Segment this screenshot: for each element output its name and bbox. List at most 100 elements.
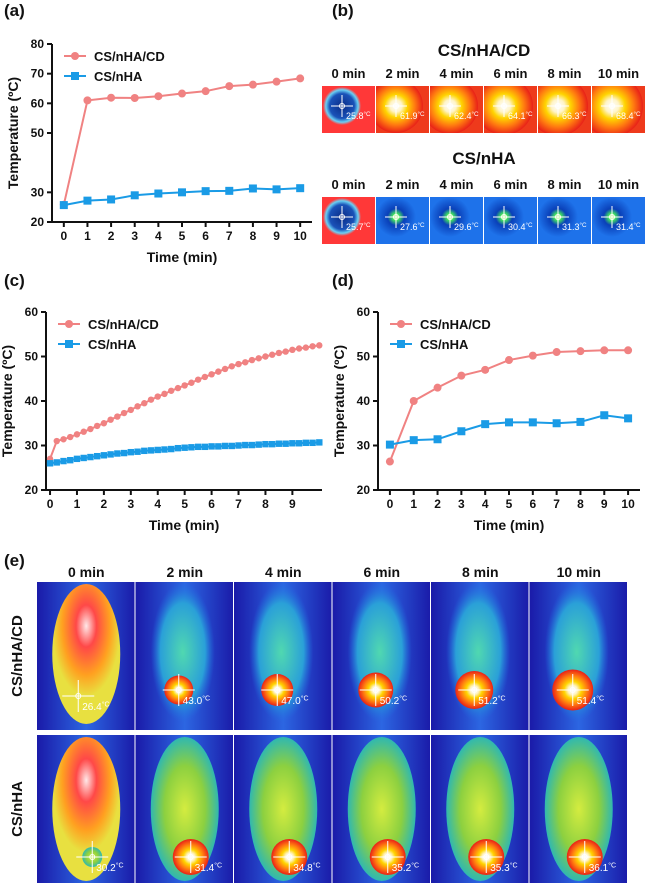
marker xyxy=(60,436,67,443)
crosshair-ring xyxy=(75,693,82,699)
y-tick-label: 40 xyxy=(357,394,371,408)
marker xyxy=(188,444,195,451)
temperature-reading: 25.8°C xyxy=(346,110,371,121)
marker xyxy=(201,187,210,196)
marker xyxy=(178,188,186,197)
thermal-image: 30.4°C xyxy=(484,197,537,244)
y-tick-label: 30 xyxy=(357,439,371,453)
marker xyxy=(248,80,257,89)
temperature-reading: 47.0°C xyxy=(281,695,308,708)
reading-unit: °C xyxy=(580,221,588,229)
reading-value: 31.3 xyxy=(562,222,580,232)
marker xyxy=(221,365,229,373)
x-tick-label: 6 xyxy=(529,497,536,511)
reading-unit: °C xyxy=(526,221,534,229)
marker xyxy=(272,185,281,194)
marker xyxy=(87,453,94,461)
x-tick-label: 3 xyxy=(458,497,465,511)
thermal-image: 27.6°C xyxy=(376,197,429,244)
marker xyxy=(316,439,323,446)
marker xyxy=(59,201,68,210)
marker xyxy=(255,441,262,448)
marker xyxy=(275,440,283,447)
x-tick-label: 7 xyxy=(553,497,560,511)
marker xyxy=(168,387,175,394)
y-tick-label: 40 xyxy=(25,394,39,408)
reading-value: 25.7 xyxy=(346,222,364,232)
marker xyxy=(552,348,561,357)
reading-value: 50.2 xyxy=(380,696,400,707)
x-tick-label: 2 xyxy=(108,229,115,243)
marker xyxy=(93,452,101,460)
time-label: 6 min xyxy=(494,177,528,192)
reading-value: 36.1 xyxy=(589,863,609,874)
temperature-reading: 51.4°C xyxy=(577,695,604,708)
y-tick-label: 20 xyxy=(357,483,371,497)
reading-value: 62.4 xyxy=(454,111,472,121)
marker xyxy=(309,343,316,350)
time-label: 4 min xyxy=(440,177,474,192)
x-tick-label: 1 xyxy=(410,497,417,511)
marker xyxy=(161,446,168,453)
legend-label: CS/nHA xyxy=(420,337,469,352)
marker xyxy=(154,393,161,400)
x-tick-label: 1 xyxy=(74,497,81,511)
x-tick-label: 7 xyxy=(235,497,242,511)
marker xyxy=(409,436,418,445)
temperature-reading: 26.4°C xyxy=(82,701,109,714)
reading-unit: °C xyxy=(498,695,506,703)
reading-value: 30.4 xyxy=(508,222,526,232)
marker xyxy=(80,454,87,462)
marker xyxy=(67,456,74,464)
reading-unit: °C xyxy=(634,110,642,118)
reading-value: 34.8 xyxy=(293,863,313,874)
reading-value: 29.6 xyxy=(454,222,472,232)
crosshair-ring xyxy=(483,854,490,860)
legend-label: CS/nHA xyxy=(94,69,143,84)
reading-unit: °C xyxy=(116,862,124,870)
thermal-image: 30.2°C xyxy=(37,735,135,883)
x-tick-label: 4 xyxy=(482,497,489,511)
thermal-image: 35.3°C xyxy=(431,735,529,883)
thermal-image: 43.0°C xyxy=(135,582,233,730)
reading-unit: °C xyxy=(510,862,518,870)
marker xyxy=(457,371,466,380)
marker xyxy=(505,418,513,427)
crosshair-ring xyxy=(471,687,478,693)
marker xyxy=(272,77,281,86)
reading-unit: °C xyxy=(634,221,642,229)
time-label: 0 min xyxy=(332,177,366,192)
y-axis-title: Temperature (ºC) xyxy=(5,77,21,189)
marker xyxy=(215,443,222,450)
marker xyxy=(73,431,81,438)
group-title: CS/nHA/CD xyxy=(438,41,531,60)
marker xyxy=(147,396,155,403)
thermal-image: 51.2°C xyxy=(431,582,529,730)
legend-label: CS/nHA xyxy=(88,337,137,352)
group-title: CS/nHA xyxy=(452,149,515,168)
reading-unit: °C xyxy=(364,221,372,229)
crosshair-ring xyxy=(274,687,281,693)
reading-value: 51.4 xyxy=(577,696,597,707)
temperature-reading: 61.9°C xyxy=(400,110,425,121)
reading-value: 35.2 xyxy=(392,863,412,874)
reading-value: 27.6 xyxy=(400,222,418,232)
marker xyxy=(576,417,585,426)
marker xyxy=(130,93,139,102)
sample xyxy=(592,86,643,133)
marker xyxy=(624,414,633,423)
marker xyxy=(481,420,490,429)
x-tick-label: 6 xyxy=(202,229,209,243)
thermal-image: 31.4°C xyxy=(135,735,233,883)
temperature-reading: 27.6°C xyxy=(400,221,425,232)
x-tick-label: 4 xyxy=(155,229,162,243)
marker xyxy=(282,440,289,447)
marker xyxy=(83,96,92,105)
crosshair-ring xyxy=(393,214,399,220)
crosshair-ring xyxy=(555,103,561,109)
marker xyxy=(248,184,257,193)
marker xyxy=(154,92,163,101)
temperature-reading: 31.3°C xyxy=(562,221,587,232)
sample xyxy=(484,86,533,133)
